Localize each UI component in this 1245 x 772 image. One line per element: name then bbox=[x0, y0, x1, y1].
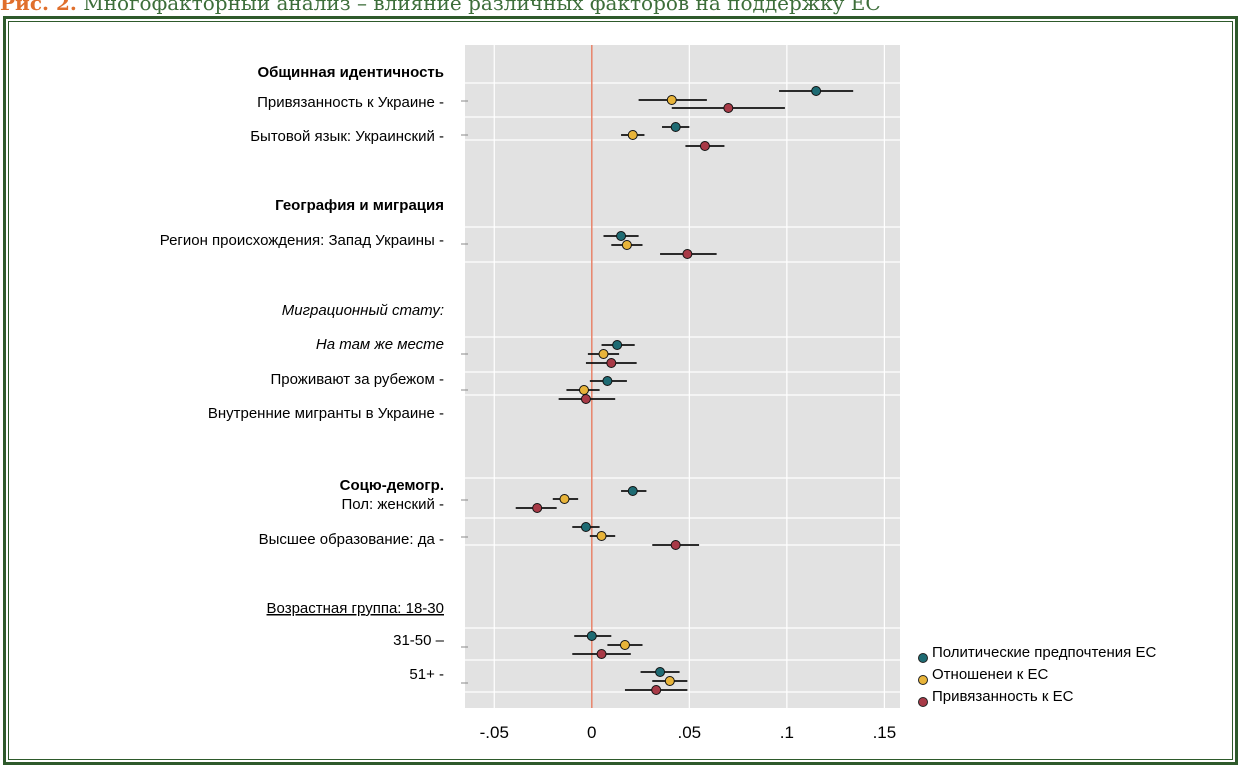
x-tick-label: 0 bbox=[587, 723, 596, 742]
x-tick-label: -.05 bbox=[480, 723, 509, 742]
point-attachment bbox=[606, 358, 617, 368]
point-attitude bbox=[619, 640, 630, 650]
row-label: На там же месте bbox=[316, 336, 444, 353]
row-label: Соцю-демогр. bbox=[340, 477, 444, 494]
figure-caption: Рис. 2. Многофакторный анализ – влияние … bbox=[0, 0, 881, 15]
point-attitude bbox=[627, 130, 638, 140]
point-policy bbox=[811, 86, 822, 96]
row-label: Миграционный стату: bbox=[282, 302, 444, 319]
legend-label-attachment: Привязанность к ЕС bbox=[932, 688, 1074, 705]
row-label: 51+ - bbox=[409, 666, 444, 683]
point-attachment bbox=[723, 103, 734, 113]
figure-frame bbox=[3, 16, 1238, 765]
point-policy bbox=[580, 522, 591, 532]
point-attitude bbox=[664, 676, 675, 686]
point-policy bbox=[655, 667, 666, 677]
row-label: Проживают за рубежом - bbox=[271, 371, 445, 388]
row-label: Возрастная группа: 18-30 bbox=[267, 600, 444, 617]
row-label: Общинная идентичность bbox=[257, 64, 444, 81]
row-label: 31-50 – bbox=[393, 632, 445, 649]
row-label: Бытовой язык: Украинский - bbox=[250, 128, 444, 145]
row-label: Регион происхождения: Запад Украины - bbox=[160, 232, 444, 249]
legend-marker-policy bbox=[918, 653, 928, 663]
point-attitude bbox=[598, 349, 609, 359]
point-attitude bbox=[578, 385, 589, 395]
point-attachment bbox=[651, 685, 662, 695]
x-tick-label: .05 bbox=[678, 723, 702, 742]
plot-panel bbox=[465, 45, 900, 708]
x-tick-label: .1 bbox=[780, 723, 794, 742]
point-attitude bbox=[559, 494, 570, 504]
point-policy bbox=[670, 122, 681, 132]
point-policy bbox=[616, 231, 627, 241]
point-attachment bbox=[596, 649, 607, 659]
point-attachment bbox=[682, 249, 693, 259]
legend-label-policy: Политические предпочтения ЕС bbox=[932, 644, 1157, 661]
row-label: География и миграция bbox=[275, 197, 444, 214]
point-policy bbox=[612, 340, 623, 350]
row-label: Пол: женский - bbox=[341, 496, 444, 513]
legend-marker-attitude bbox=[918, 675, 928, 685]
point-policy bbox=[627, 486, 638, 496]
figure-title: Многофакторный анализ – влияние различны… bbox=[83, 0, 881, 15]
x-tick-label: .15 bbox=[873, 723, 897, 742]
point-attachment bbox=[699, 141, 710, 151]
point-attachment bbox=[580, 394, 591, 404]
row-label: Высшее образование: да - bbox=[259, 531, 444, 548]
figure-number: Рис. 2. bbox=[0, 0, 77, 15]
point-attachment bbox=[532, 503, 543, 513]
legend-marker-attachment bbox=[918, 697, 928, 707]
row-label: Привязанность к Украине - bbox=[257, 94, 444, 111]
point-policy bbox=[602, 376, 613, 386]
point-attitude bbox=[596, 531, 607, 541]
point-attachment bbox=[670, 540, 681, 550]
row-label: Внутренние мигранты в Украине - bbox=[208, 405, 444, 422]
legend-label-attitude: Отношенеи к ЕС bbox=[932, 666, 1049, 683]
point-attitude bbox=[621, 240, 632, 250]
point-policy bbox=[586, 631, 597, 641]
point-attitude bbox=[666, 95, 677, 105]
